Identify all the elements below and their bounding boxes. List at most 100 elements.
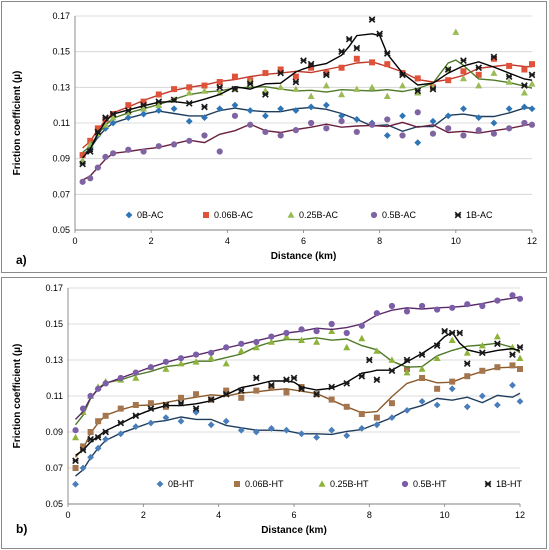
legend-marker: [125, 211, 133, 219]
data-point: [216, 148, 223, 155]
data-point: [162, 365, 170, 372]
data-point: [313, 434, 320, 441]
data-point: [177, 417, 185, 425]
data-point: [124, 108, 132, 116]
y-tick-label: 0.07: [45, 463, 63, 473]
data-point: [345, 35, 353, 43]
x-tick-label: 4: [225, 236, 230, 246]
data-point: [520, 103, 528, 111]
data-point: [322, 81, 330, 89]
data-point: [373, 376, 381, 384]
data-point: [475, 127, 482, 134]
chart-panel-b: 0.05 0.07 0.09 0.11 0.13 0.15 0.17 0 2 4 6 8 10 12 Dis…: [1, 277, 547, 549]
data-point: [460, 105, 467, 113]
data-point: [222, 417, 230, 425]
data-point: [268, 381, 275, 389]
x-tick-label: 0: [72, 236, 77, 246]
data-point: [516, 354, 524, 361]
data-point: [208, 349, 215, 356]
series-0.25B-AC: [79, 28, 536, 164]
x-tick-label: 6: [291, 510, 296, 520]
data-point: [140, 105, 148, 112]
data-point: [358, 334, 366, 342]
y-tick-label: 0.05: [52, 225, 70, 235]
data-point: [463, 360, 471, 367]
data-point: [456, 329, 464, 337]
data-point: [444, 66, 452, 73]
data-point: [516, 344, 524, 351]
data-point: [313, 338, 321, 345]
data-point: [237, 347, 245, 354]
data-point: [207, 396, 215, 403]
data-point: [162, 358, 170, 365]
data-point: [298, 336, 306, 343]
x-tick-label: 4: [216, 510, 221, 520]
data-point: [147, 364, 154, 371]
data-point: [403, 369, 411, 376]
y-tick-label: 0.11: [46, 391, 63, 401]
series-0B-AC: [79, 101, 536, 166]
data-point: [268, 333, 275, 340]
data-point: [94, 164, 101, 171]
data-point: [505, 73, 513, 80]
data-point: [162, 401, 170, 409]
data-point: [414, 87, 422, 95]
data-point: [448, 336, 456, 343]
data-point: [403, 308, 411, 315]
data-point: [87, 453, 94, 461]
data-point: [459, 74, 467, 82]
data-point: [162, 403, 169, 410]
legend-marker: [484, 480, 492, 488]
data-point: [300, 57, 307, 64]
trend-line: [82, 59, 533, 153]
data-point: [368, 83, 376, 91]
data-point: [323, 125, 330, 132]
data-point: [132, 412, 140, 420]
data-point: [328, 320, 335, 328]
legend-marker: [401, 480, 409, 488]
data-point: [298, 430, 305, 438]
data-point: [384, 116, 391, 123]
data-point: [231, 112, 239, 119]
legend-label: 0B-HT: [168, 479, 195, 489]
series-0B-HT: [72, 381, 524, 488]
data-point: [478, 342, 486, 349]
data-point: [509, 362, 516, 369]
data-point: [328, 426, 336, 434]
data-point: [109, 114, 117, 121]
data-point: [102, 114, 109, 122]
y-tick-label: 0.09: [52, 154, 70, 164]
legend-label: 1B-HT: [496, 479, 523, 489]
data-point: [384, 61, 391, 68]
data-point: [268, 384, 275, 390]
data-point: [383, 92, 391, 100]
data-point: [353, 55, 360, 62]
data-point: [353, 116, 361, 123]
data-point: [72, 433, 80, 441]
data-point: [253, 387, 260, 394]
data-point: [87, 175, 94, 182]
data-point: [419, 375, 426, 381]
data-point: [490, 53, 498, 61]
data-point: [125, 146, 132, 153]
data-point: [307, 60, 315, 68]
data-point: [292, 73, 299, 80]
data-point: [222, 390, 230, 398]
data-point: [298, 326, 305, 333]
data-point: [79, 152, 86, 159]
data-point: [369, 59, 376, 66]
data-point: [79, 160, 86, 168]
data-point: [358, 425, 366, 432]
legend-marker: [156, 480, 164, 488]
data-point: [268, 425, 275, 432]
legend-marker: [370, 211, 378, 219]
data-point: [444, 112, 452, 120]
data-point: [414, 89, 422, 96]
legend-label: 0.06B-HT: [245, 479, 284, 489]
data-point: [322, 101, 330, 109]
data-point: [418, 302, 426, 310]
data-point: [192, 358, 200, 365]
data-point: [79, 178, 86, 185]
data-point: [72, 480, 79, 488]
data-point: [155, 98, 163, 105]
